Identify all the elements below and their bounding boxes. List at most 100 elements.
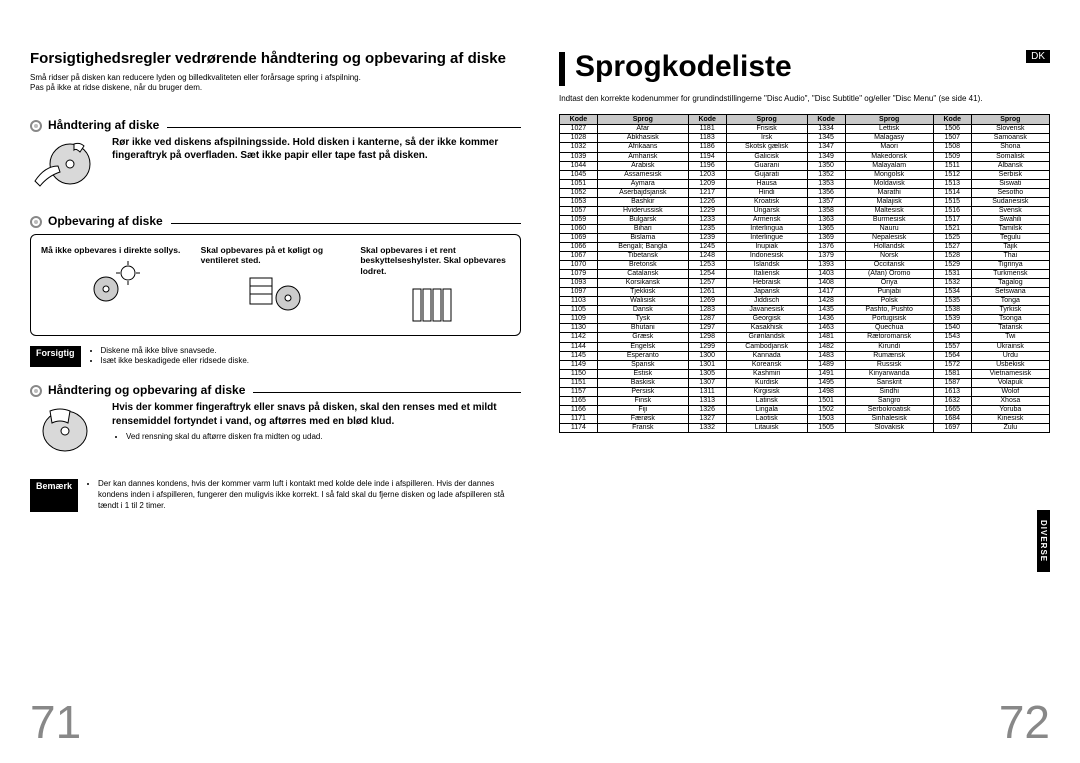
code-cell: 1217: [688, 188, 726, 197]
lang-cell: Hollandsk: [845, 243, 933, 252]
storage3-text: Skal opbevares i et rent beskyttelseshyl…: [360, 245, 510, 277]
code-cell: 1053: [560, 197, 598, 206]
code-cell: 1572: [933, 360, 971, 369]
code-cell: 1067: [560, 252, 598, 261]
code-cell: 1203: [688, 170, 726, 179]
section3-header: Håndtering og opbevaring af diske: [30, 383, 521, 397]
code-cell: 1379: [807, 252, 845, 261]
table-row: 1045Assamesisk1203Gujarati1352Mongolsk15…: [560, 170, 1050, 179]
code-cell: 1028: [560, 134, 598, 143]
code-cell: 1515: [933, 197, 971, 206]
code-cell: 1539: [933, 315, 971, 324]
lang-cell: Zulu: [971, 423, 1049, 432]
code-cell: 1186: [688, 143, 726, 152]
code-cell: 1564: [933, 351, 971, 360]
lang-cell: Nauru: [845, 224, 933, 233]
code-cell: 1502: [807, 405, 845, 414]
code-cell: 1349: [807, 152, 845, 161]
code-cell: 1365: [807, 224, 845, 233]
lang-cell: Catalansk: [597, 270, 688, 279]
table-row: 1144Engelsk1299Cambodjansk1482Kirundi155…: [560, 342, 1050, 351]
lang-cell: Tsonga: [971, 315, 1049, 324]
lang-cell: Interlingua: [726, 224, 807, 233]
section3-texts: Hvis der kommer fingeraftryk eller snavs…: [112, 401, 521, 457]
lang-cell: Engelsk: [597, 342, 688, 351]
code-cell: 1347: [807, 143, 845, 152]
lang-cell: Tigrinya: [971, 261, 1049, 270]
code-cell: 1491: [807, 369, 845, 378]
right-intro: Indtast den korrekte kodenummer for grun…: [559, 94, 1050, 104]
left-intro: Små ridser på disken kan reducere lyden …: [30, 73, 521, 94]
lang-cell: Esperanto: [597, 351, 688, 360]
lang-cell: Maori: [845, 143, 933, 152]
lang-cell: Kannada: [726, 351, 807, 360]
lang-cell: Abkhasisk: [597, 134, 688, 143]
code-cell: 1196: [688, 161, 726, 170]
code-cell: 1166: [560, 405, 598, 414]
code-cell: 1109: [560, 315, 598, 324]
lang-cell: Skotsk gælisk: [726, 143, 807, 152]
lang-cell: Bislama: [597, 233, 688, 242]
section3-text: Hvis der kommer fingeraftryk eller snavs…: [112, 401, 521, 428]
code-cell: 1301: [688, 360, 726, 369]
lang-cell: Tonga: [971, 297, 1049, 306]
code-cell: 1508: [933, 143, 971, 152]
lang-cell: Bretonsk: [597, 261, 688, 270]
code-cell: 1069: [560, 233, 598, 242]
code-cell: 1149: [560, 360, 598, 369]
lang-cell: (Afan) Oromo: [845, 270, 933, 279]
lang-cell: Rætoromansk: [845, 333, 933, 342]
code-cell: 1297: [688, 324, 726, 333]
code-cell: 1311: [688, 387, 726, 396]
code-cell: 1481: [807, 333, 845, 342]
lang-cell: Occitansk: [845, 261, 933, 270]
lang-cell: Islandsk: [726, 261, 807, 270]
table-row: 1149Spansk1301Koreansk1489Russisk1572Usb…: [560, 360, 1050, 369]
code-cell: 1403: [807, 270, 845, 279]
lang-cell: Sangro: [845, 396, 933, 405]
intro-line2: Pas på ikke at ridse diskene, når du bru…: [30, 83, 521, 93]
lang-cell: Korsikansk: [597, 279, 688, 288]
code-cell: 1300: [688, 351, 726, 360]
table-row: 1057Hviderussisk1229Ungarsk1358Maltesisk…: [560, 206, 1050, 215]
lang-cell: Thai: [971, 252, 1049, 261]
lang-cell: Slovakisk: [845, 423, 933, 432]
lang-cell: Afrikaans: [597, 143, 688, 152]
code-cell: 1079: [560, 270, 598, 279]
code-cell: 1174: [560, 423, 598, 432]
code-cell: 1229: [688, 206, 726, 215]
code-cell: 1097: [560, 288, 598, 297]
note-list: Der kan dannes kondens, hvis der kommer …: [84, 479, 521, 511]
code-cell: 1194: [688, 152, 726, 161]
lang-cell: Pashto, Pushto: [845, 306, 933, 315]
lang-cell: Tysk: [597, 315, 688, 324]
code-cell: 1052: [560, 188, 598, 197]
code-cell: 1540: [933, 324, 971, 333]
code-cell: 1305: [688, 369, 726, 378]
storage-box: Må ikke opbevares i direkte sollys. Skal…: [30, 234, 521, 336]
lang-cell: Tajik: [971, 243, 1049, 252]
lang-cell: Kroatisk: [726, 197, 807, 206]
table-row: 1174Fransk1332Litauisk1505Slovakisk1697Z…: [560, 423, 1050, 432]
code-cell: 1581: [933, 369, 971, 378]
lang-cell: Samoansk: [971, 134, 1049, 143]
table-row: 1105Dansk1283Javanesisk1435Pashto, Pusht…: [560, 306, 1050, 315]
code-cell: 1165: [560, 396, 598, 405]
table-row: 1166Fiji1326Lingala1502Serbokroatisk1665…: [560, 405, 1050, 414]
code-cell: 1587: [933, 378, 971, 387]
code-cell: 1045: [560, 170, 598, 179]
lang-cell: Lettisk: [845, 125, 933, 134]
lang-cell: Tegulu: [971, 233, 1049, 242]
lang-cell: Kirundi: [845, 342, 933, 351]
lang-cell: Polsk: [845, 297, 933, 306]
code-cell: 1482: [807, 342, 845, 351]
lang-cell: Hausa: [726, 179, 807, 188]
header-bar-icon: [559, 52, 565, 86]
lang-cell: Japansk: [726, 288, 807, 297]
lang-cell: Volapuk: [971, 378, 1049, 387]
table-row: 1039Amharisk1194Galicisk1349Makedonsk150…: [560, 152, 1050, 161]
code-cell: 1070: [560, 261, 598, 270]
lang-cell: Baskisk: [597, 378, 688, 387]
table-row: 1066Bengali; Bangla1245Inupiak1376Hollan…: [560, 243, 1050, 252]
language-badge: DK: [1026, 50, 1050, 63]
